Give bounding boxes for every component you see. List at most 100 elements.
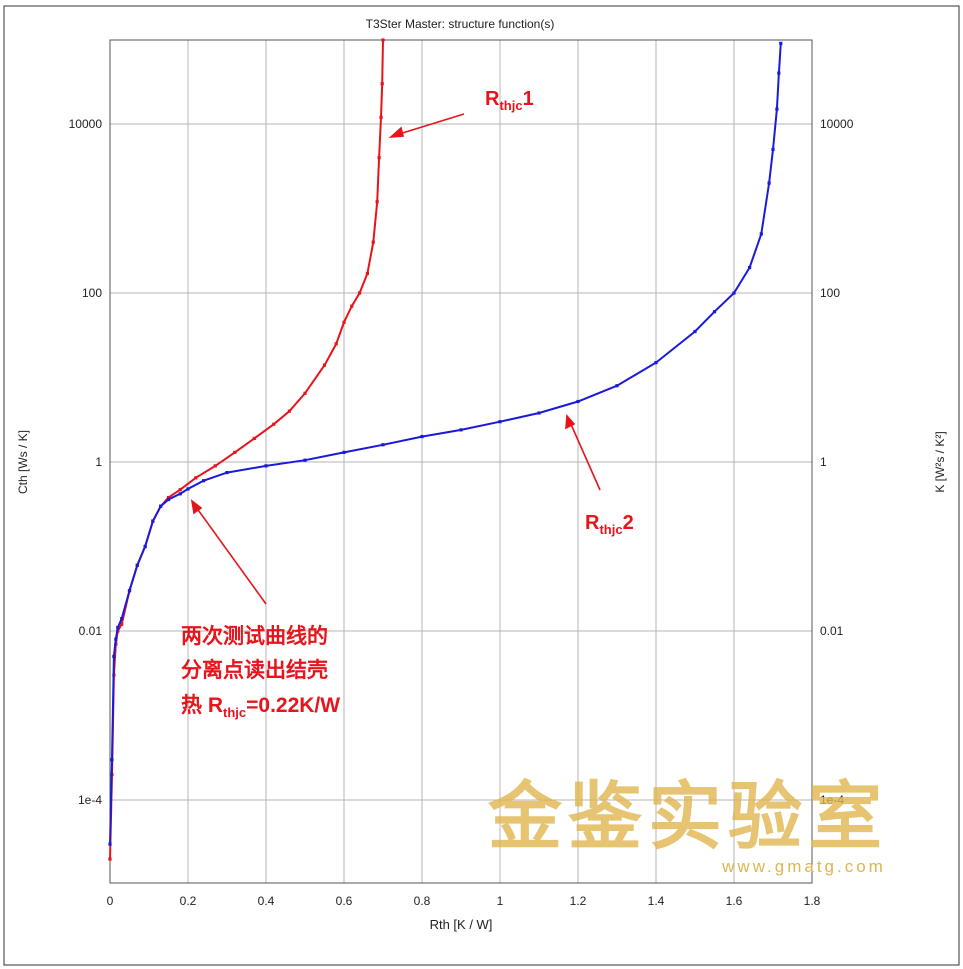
y-tick-label-left: 0.01	[79, 624, 103, 638]
series-point-rthjc2	[166, 497, 171, 502]
series-point-rthjc2	[767, 181, 771, 185]
series-point-rthjc2	[202, 479, 206, 483]
series-point-rthjc2	[178, 492, 182, 496]
series-point-rthjc2	[576, 399, 580, 404]
series-point-rthjc2	[114, 637, 118, 641]
y-tick-label-left: 10000	[69, 117, 103, 131]
series-point-rthjc2	[759, 232, 763, 236]
arrowhead-rthjc2	[565, 414, 576, 430]
series-point-rthjc2	[732, 291, 736, 295]
arrow-separation	[195, 506, 267, 605]
series-point-rthjc2	[112, 654, 116, 659]
x-tick-label: 0.8	[414, 894, 431, 908]
series-point-rthjc2	[186, 487, 190, 491]
series-point-rthjc1	[350, 304, 354, 308]
x-tick-label: 0.4	[258, 894, 275, 908]
series-point-rthjc1	[178, 488, 182, 492]
series-point-rthjc1	[287, 409, 291, 413]
series-point-rthjc1	[375, 200, 379, 204]
series-point-rthjc1	[379, 115, 383, 119]
series-point-rthjc2	[498, 420, 502, 424]
series-point-rthjc2	[342, 450, 346, 454]
series-point-rthjc2	[264, 464, 268, 468]
series-point-rthjc2	[459, 428, 463, 432]
y-tick-label-left: 1	[95, 455, 102, 469]
series-point-rthjc2	[116, 625, 120, 630]
chart-title: T3Ster Master: structure function(s)	[366, 17, 555, 31]
series-point-rthjc1	[358, 291, 362, 295]
series-point-rthjc2	[303, 458, 307, 462]
series-point-rthjc1	[166, 495, 171, 500]
series-point-rthjc2	[771, 147, 775, 152]
x-tick-label: 1.2	[570, 894, 587, 908]
series-point-rthjc1	[377, 156, 381, 160]
y-axis-left-label: Cth [Ws / K]	[16, 430, 30, 494]
x-tick-label: 0.2	[180, 894, 197, 908]
series-point-rthjc1	[272, 422, 276, 426]
x-axis-ticks: 0 0.2 0.4 0.6 0.8 1 1.2 1.4 1.6 1.8	[107, 894, 821, 908]
series-point-rthjc2	[135, 563, 139, 567]
series-point-rthjc2	[420, 434, 424, 439]
x-tick-label: 1	[497, 894, 504, 908]
series-point-rthjc1	[342, 320, 346, 324]
series-point-rthjc2	[748, 265, 752, 270]
series-point-rthjc1	[233, 450, 237, 454]
series-point-rthjc1	[108, 857, 112, 861]
series-point-rthjc2	[779, 41, 783, 45]
series-point-rthjc2	[151, 519, 155, 523]
series-point-rthjc2	[159, 504, 163, 508]
series-point-rthjc2	[712, 310, 717, 314]
series-point-rthjc2	[143, 544, 147, 549]
y-tick-label-left: 100	[82, 286, 102, 300]
series-point-rthjc2	[381, 443, 385, 447]
series-point-rthjc2	[120, 617, 124, 621]
label-rthjc1: Rthjc1	[485, 88, 534, 113]
series-point-rthjc1	[322, 363, 327, 367]
x-axis-label: Rth [K / W]	[430, 917, 493, 932]
series-point-rthjc2	[537, 411, 541, 415]
x-tick-label: 1.4	[648, 894, 665, 908]
watermark-text: 金鉴实验室	[488, 775, 888, 858]
series-point-rthjc2	[110, 758, 114, 762]
grid-lines	[110, 40, 812, 883]
series-point-rthjc2	[127, 589, 132, 593]
watermark: 金鉴实验室 www.gmatg.com	[488, 775, 888, 876]
x-tick-label: 0.6	[336, 894, 353, 908]
label-rthjc2: Rthjc2	[585, 512, 634, 537]
separation-note-line-2: 分离点读出结壳	[181, 658, 328, 682]
series-point-rthjc1	[194, 476, 198, 480]
y-tick-label-right: 10000	[820, 117, 854, 131]
series-layer	[108, 38, 783, 861]
series-point-rthjc1	[303, 391, 307, 395]
series-point-rthjc1	[252, 436, 256, 441]
series-point-rthjc1	[213, 464, 217, 468]
series-point-rthjc1	[380, 82, 384, 86]
plot-border	[109, 39, 813, 884]
y-axis-right-label: K [W²s / K²]	[933, 431, 947, 492]
y-tick-label-right: 1	[820, 455, 827, 469]
series-point-rthjc2	[108, 842, 112, 846]
y-tick-label-right: 100	[820, 286, 840, 300]
arrow-rthjc2	[569, 421, 601, 491]
separation-note-line-3: 热 Rthjc=0.22K/W	[181, 693, 340, 720]
y-axis-left-ticks: 1e-4 0.01 1 100 10000	[69, 117, 103, 807]
series-point-rthjc2	[225, 470, 229, 475]
arrowhead-separation	[190, 499, 203, 515]
separation-note-line-1: 两次测试曲线的	[181, 624, 328, 648]
series-point-rthjc1	[371, 240, 375, 244]
y-tick-label-right: 1e-4	[820, 793, 844, 807]
series-point-rthjc1	[120, 622, 124, 626]
series-point-rthjc1	[365, 271, 369, 276]
separation-note: 两次测试曲线的 分离点读出结壳 热 Rthjc=0.22K/W	[181, 624, 340, 720]
series-point-rthjc2	[775, 107, 779, 111]
y-axis-right-ticks: 1e-4 0.01 1 100 10000	[820, 117, 854, 807]
x-tick-label: 1.8	[804, 894, 821, 908]
series-point-rthjc1	[334, 342, 338, 346]
arrow-rthjc1	[395, 113, 465, 136]
x-tick-label: 0	[107, 894, 114, 908]
x-tick-label: 1.6	[726, 894, 743, 908]
watermark-url: www.gmatg.com	[721, 857, 886, 876]
y-tick-label-right: 0.01	[820, 624, 844, 638]
series-point-rthjc2	[693, 329, 697, 334]
